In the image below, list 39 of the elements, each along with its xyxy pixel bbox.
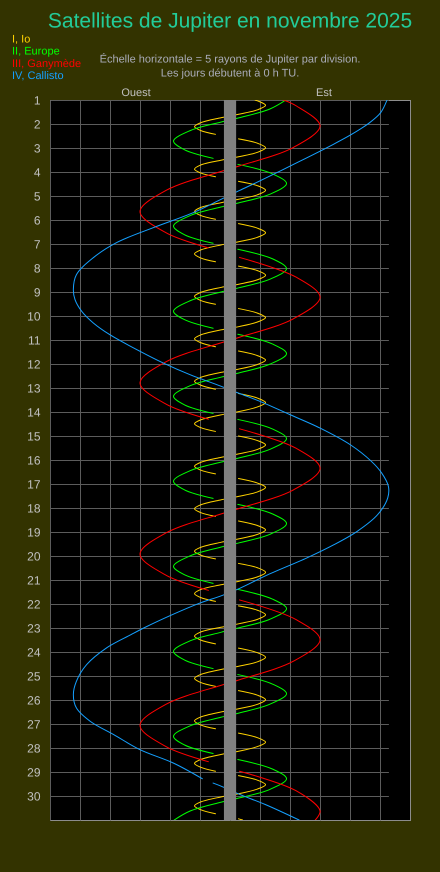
- y-tick-label: 21: [27, 574, 41, 588]
- y-tick-label: 20: [27, 550, 41, 564]
- y-tick-label: 24: [27, 646, 41, 660]
- y-tick-label: 7: [34, 238, 41, 252]
- y-tick-label: 23: [27, 622, 41, 636]
- chart-subtitle: Échelle horizontale = 5 rayons de Jupiter par division.: [100, 52, 360, 66]
- y-tick-label: 13: [27, 382, 41, 396]
- y-tick-label: 2: [34, 118, 41, 132]
- chart-title: Satellites de Jupiter en novembre 2025: [48, 10, 412, 32]
- y-tick-label: 15: [27, 430, 41, 444]
- text: III, Ganymède: [12, 58, 82, 70]
- y-tick-label: 26: [27, 694, 41, 708]
- y-tick-label: 12: [27, 358, 41, 372]
- y-tick-label: 6: [34, 214, 41, 228]
- y-tick-label: 16: [27, 454, 41, 468]
- y-tick-label: 25: [27, 670, 41, 684]
- y-tick-label: 29: [27, 766, 41, 780]
- y-tick-label: 9: [34, 286, 41, 300]
- text: IV, Callisto: [12, 70, 64, 82]
- y-tick-label: 3: [34, 142, 41, 156]
- y-tick-label: 1: [34, 94, 41, 108]
- text: Est: [316, 87, 332, 99]
- y-tick-label: 22: [27, 598, 41, 612]
- y-tick-label: 14: [27, 406, 41, 420]
- y-tick-label: 18: [27, 502, 41, 516]
- y-tick-label: 28: [27, 742, 41, 756]
- y-tick-label: 8: [34, 262, 41, 276]
- y-tick-label: 10: [27, 310, 41, 324]
- text: I, Io: [12, 34, 30, 46]
- text: II, Europe: [12, 46, 60, 58]
- y-tick-label: 4: [34, 166, 41, 180]
- y-tick-label: 30: [27, 790, 41, 804]
- y-tick-label: 5: [34, 190, 41, 204]
- y-tick-label: 27: [27, 718, 41, 732]
- text: Les jours débutent à 0 h TU.: [160, 68, 300, 80]
- y-tick-label: 17: [27, 478, 41, 492]
- text: Ouest: [121, 87, 151, 99]
- y-tick-label: 11: [28, 334, 41, 348]
- y-tick-label: 19: [27, 526, 41, 540]
